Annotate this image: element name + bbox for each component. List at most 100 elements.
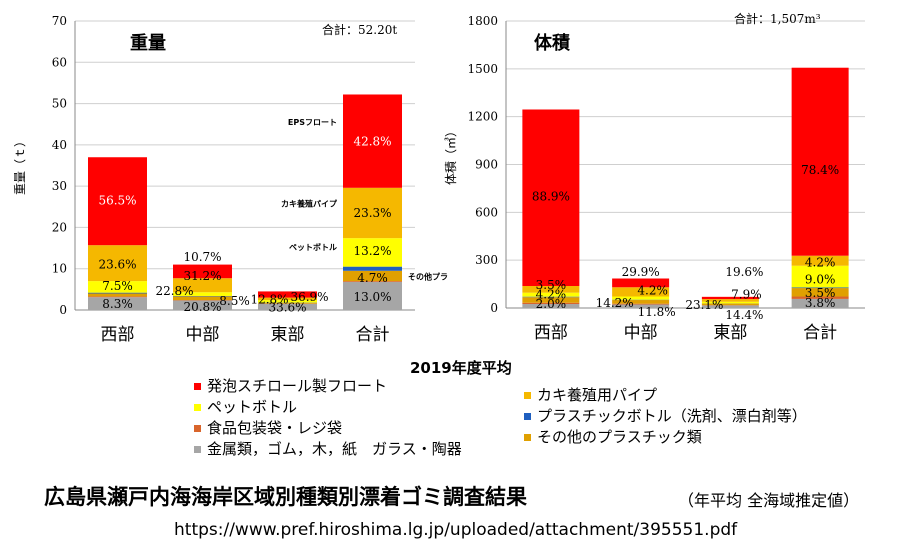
y-tick-label: 1800 — [467, 14, 498, 28]
bar-segment-food — [791, 296, 849, 299]
data-label: 36.9% — [290, 290, 328, 304]
bar-segment-eps — [522, 109, 580, 286]
x-category-label: 合計 — [356, 325, 390, 345]
data-label: 23.6% — [98, 258, 136, 272]
legend-item-eps: 発泡スチロール製フロート — [194, 376, 462, 397]
y-tick-label: 1500 — [467, 62, 498, 76]
source-url: https://www.pref.hiroshima.lg.jp/uploade… — [174, 520, 738, 540]
bar-segment-pet — [612, 296, 670, 300]
bar-segment-metal — [88, 297, 147, 310]
legend-item-pet: ペットボトル — [194, 397, 462, 418]
legend-item-food: 食品包装袋・レジ袋 — [194, 418, 462, 439]
bar-segment-pbottle — [791, 287, 849, 289]
bar-segment-eps — [343, 94, 402, 188]
bar-segment-pet — [258, 300, 317, 303]
y-tick-label: 900 — [475, 158, 498, 172]
bar-segment-metal — [522, 304, 580, 308]
bar-segment-other — [258, 302, 317, 304]
bar-segment-kaki — [173, 278, 232, 293]
x-category-label: 西部 — [101, 325, 135, 345]
bar-segment-eps — [701, 296, 759, 300]
total-note: 合計：52.20t — [322, 22, 397, 37]
bar-segment-kaki — [522, 285, 580, 293]
bar-segment-other — [522, 297, 580, 303]
bar-segment-pet — [701, 301, 759, 304]
y-tick-label: 30 — [52, 179, 67, 193]
legend-label: 発泡スチロール製フロート — [207, 377, 388, 395]
data-label: 12.8% — [250, 292, 288, 306]
bar-segment-pbottle — [88, 292, 147, 294]
y-tick-label: 600 — [475, 205, 498, 219]
y-tick-label: 0 — [59, 303, 67, 317]
data-label: 19.6% — [725, 265, 763, 279]
legend-label: その他のプラスチック類 — [537, 428, 702, 446]
bar-segment-kaki — [343, 187, 402, 239]
bar-segment-pbottle — [343, 266, 402, 271]
data-label: 8.5% — [219, 294, 250, 308]
bar-segment-kaki — [701, 299, 759, 302]
y-axis-label: 体積（㎥） — [443, 125, 458, 185]
x-category-label: 中部 — [186, 325, 220, 345]
data-label: 3.8% — [805, 296, 836, 310]
callout-label: EPSフロート — [288, 118, 337, 127]
bar-segment-other — [791, 288, 849, 297]
legend-label: プラスチックボトル（洗剤、漂白剤等） — [537, 407, 807, 425]
legend-right: カキ養殖用パイプ プラスチックボトル（洗剤、漂白剤等） その他のプラスチック類 — [524, 385, 807, 448]
bar-segment-eps — [612, 278, 670, 288]
bar-segment-other — [701, 303, 759, 306]
data-label: 10.7% — [183, 250, 221, 264]
bar-segment-eps — [258, 291, 317, 298]
callout-label: その他プラ — [408, 272, 448, 282]
x-category-label: 中部 — [624, 323, 658, 343]
y-tick-label: 10 — [52, 262, 67, 276]
data-label: 42.8% — [353, 135, 391, 149]
chart-title: 体積 — [534, 32, 571, 54]
y-axis-label: 重量（ｔ） — [13, 135, 27, 195]
bar-segment-pet — [88, 281, 147, 293]
data-label: 3.5% — [536, 278, 567, 292]
data-label: 4.2% — [805, 256, 836, 270]
legend-label: ペットボトル — [207, 398, 298, 416]
data-label: 4.2% — [536, 287, 567, 301]
bar-segment-other — [343, 270, 402, 282]
bar-segment-kaki — [612, 287, 670, 297]
bar-segment-food — [612, 303, 670, 305]
bar-segment-food — [343, 281, 402, 282]
legend-swatch — [524, 413, 531, 420]
data-label: 78.4% — [801, 163, 839, 177]
bar-segment-kaki — [88, 245, 147, 282]
data-label: 33.6% — [268, 301, 306, 315]
y-tick-label: 50 — [52, 97, 67, 111]
data-label: 2.0% — [536, 297, 567, 311]
x-category-label: 西部 — [534, 323, 568, 343]
x-category-label: 東部 — [271, 325, 305, 345]
legend-swatch — [524, 392, 531, 399]
bar-segment-metal — [343, 281, 402, 310]
x-category-label: 東部 — [713, 323, 747, 343]
legend-swatch — [194, 383, 201, 390]
legend-swatch — [194, 404, 201, 411]
data-label: 13.2% — [353, 244, 391, 258]
data-label: 4.7% — [357, 271, 388, 285]
data-label: 88.9% — [532, 189, 570, 203]
data-label: 14.2% — [596, 296, 634, 310]
bar-segment-pet — [791, 265, 849, 288]
y-tick-label: 0 — [490, 301, 498, 315]
bar-segment-pet — [173, 292, 232, 296]
legend-label: 食品包装袋・レジ袋 — [207, 419, 343, 437]
bar-segment-other — [612, 300, 670, 304]
callout-label: ペットボトル — [289, 242, 337, 252]
legend-label: 金属類，ゴム，木，紙 ガラス・陶器 — [207, 440, 462, 458]
y-tick-label: 60 — [52, 55, 67, 69]
legend-swatch — [194, 446, 201, 453]
legend-item-metal: 金属類，ゴム，木，紙 ガラス・陶器 — [194, 439, 462, 460]
bar-segment-metal — [612, 304, 670, 308]
bar-segment-other — [88, 293, 147, 297]
legend-item-pbottle: プラスチックボトル（洗剤、漂白剤等） — [524, 406, 807, 427]
y-tick-label: 1200 — [467, 110, 498, 124]
data-label: 29.9% — [622, 265, 660, 279]
bar-segment-eps — [173, 264, 232, 279]
legend-item-kaki: カキ養殖用パイプ — [524, 385, 807, 406]
data-label: 9.0% — [805, 272, 836, 286]
data-label: 23.3% — [353, 206, 391, 220]
